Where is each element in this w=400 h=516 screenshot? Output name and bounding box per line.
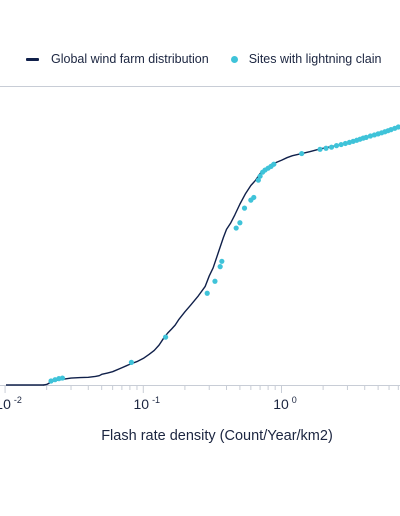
- legend-dot-swatch: [230, 55, 238, 63]
- lightning-site-point: [328, 144, 335, 150]
- lightning-site-point: [338, 141, 344, 148]
- lightning-site-point: [271, 161, 277, 167]
- legend-line-swatch: [26, 57, 39, 61]
- lightning-site-point: [342, 140, 349, 147]
- lightning-site-point: [48, 378, 54, 384]
- lightning-site-point: [59, 375, 66, 381]
- lightning-site-point: [323, 145, 329, 151]
- lightning-site-point: [212, 278, 218, 284]
- legend-label-points: Sites with lightning clain: [248, 52, 382, 66]
- lightning-site-point: [233, 225, 239, 231]
- legend-label-line: Global wind farm distribution: [51, 52, 209, 66]
- lightning-site-point: [204, 290, 210, 296]
- lightning-site-point: [219, 258, 225, 264]
- legend-item-points[interactable]: Sites with lightning clain: [209, 52, 382, 66]
- lightning-site-point: [363, 134, 369, 140]
- x-tick-label: 10 -1: [133, 395, 160, 412]
- lightning-site-point: [333, 143, 340, 149]
- x-major-ticks: 10-2 10-1 100: [0, 385, 297, 412]
- lightning-site-point: [299, 150, 305, 157]
- x-tick-label: 10-2: [0, 395, 22, 412]
- x-tick-label: 10 0: [273, 395, 297, 412]
- lightning-site-point: [367, 133, 374, 139]
- lightning-site-point: [251, 194, 257, 201]
- lightning-site-point: [241, 205, 248, 211]
- legend: Global wind farm distribution Sites with…: [26, 50, 381, 68]
- series-points-lightning-sites: [48, 124, 400, 384]
- lightning-site-point: [128, 359, 134, 365]
- lightning-site-point: [255, 177, 261, 183]
- lightning-site-point: [317, 146, 323, 152]
- series-line-global-wind-farm: [42, 126, 400, 386]
- x-minor-ticks: [46, 385, 399, 390]
- x-axis-label: Flash rate density (Count/Year/km2): [101, 428, 333, 444]
- lightning-site-point: [217, 264, 223, 270]
- lightning-site-point: [237, 220, 243, 226]
- legend-item-line[interactable]: Global wind farm distribution: [26, 52, 209, 66]
- lightning-site-point: [163, 334, 169, 340]
- lightning-site-point: [395, 124, 400, 130]
- lightning-site-point: [257, 173, 263, 179]
